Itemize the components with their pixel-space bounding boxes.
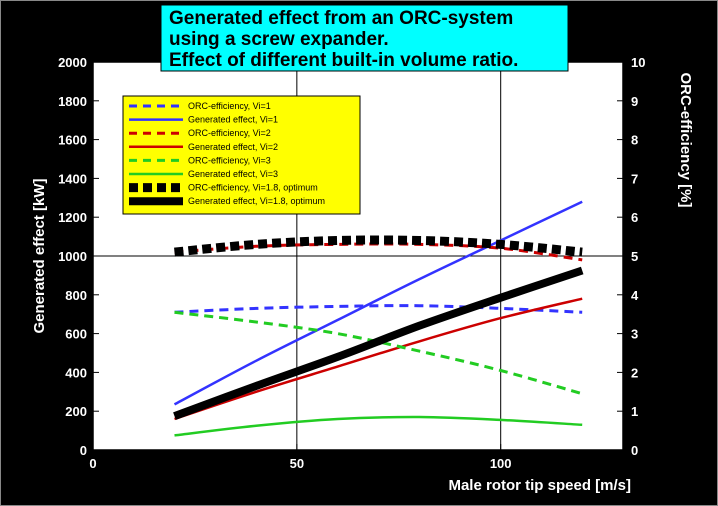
y2-tick-label-1: 1 [631, 404, 638, 419]
y2-tick-label-8: 8 [631, 133, 638, 148]
y2-tick-label-3: 3 [631, 327, 638, 342]
y-tick-label-6: 1200 [58, 210, 87, 225]
y-tick-label-10: 2000 [58, 55, 87, 70]
title-line-2: using a screw expander. [169, 29, 389, 50]
series-line-0 [174, 304, 583, 314]
series-line-7 [173, 266, 584, 420]
y-tick-label-3: 600 [65, 327, 87, 342]
y-tick-label-8: 1600 [58, 133, 87, 148]
y-tick-label-9: 1800 [58, 94, 87, 109]
y2-tick-label-9: 9 [631, 94, 638, 109]
y-axis-label: Generated effect [kW] [31, 178, 48, 333]
y2-axis-label: ORC-efficiency [%] [677, 72, 694, 207]
y2-tick-label-0: 0 [631, 443, 638, 458]
legend-label-0: ORC-efficiency, Vi=1 [188, 101, 271, 111]
y-tick-label-4: 800 [65, 288, 87, 303]
title-line-3: Effect of different built-in volume rati… [169, 50, 518, 71]
legend: ORC-efficiency, Vi=1 Generated effect, Vi… [122, 95, 361, 215]
y2-tick-label-2: 2 [631, 365, 638, 380]
x-tick-label-0: 0 [89, 456, 96, 471]
series-line-3 [174, 297, 583, 421]
legend-label-3: Generated effect, Vi=2 [188, 142, 278, 152]
y2-tick-label-4: 4 [631, 288, 639, 303]
title-box: Generated effect from an ORC-system usin… [160, 4, 569, 72]
y-tick-label-7: 1400 [58, 171, 87, 186]
series-line-5 [174, 415, 583, 437]
y-tick-label-2: 400 [65, 365, 87, 380]
y-tick-label-0: 0 [80, 443, 87, 458]
legend-background [122, 95, 361, 215]
legend-label-6: ORC-efficiency, Vi=1.8, optimum [188, 183, 318, 193]
legend-label-1: Generated effect, Vi=1 [188, 115, 278, 125]
legend-label-7: Generated effect, Vi=1.8, optimum [188, 196, 325, 206]
title-line-1: Generated effect from an ORC-system [169, 8, 513, 29]
series-line-2 [174, 242, 583, 262]
x-axis-label: Male rotor tip speed [m/s] [448, 477, 631, 494]
y2-tick-label-7: 7 [631, 171, 638, 186]
series-line-1 [173, 200, 583, 406]
y-tick-label-1: 200 [65, 404, 87, 419]
y2-tick-label-6: 6 [631, 210, 638, 225]
x-tick-label-1: 50 [290, 456, 304, 471]
legend-label-4: ORC-efficiency, Vi=3 [188, 155, 271, 165]
y2-tick-label-10: 10 [631, 55, 645, 70]
legend-label-5: Generated effect, Vi=3 [188, 169, 278, 179]
series-lines [173, 200, 584, 437]
y2-tick-label-5: 5 [631, 249, 638, 264]
right-axis-ticks: 0 1 2 3 4 5 6 7 8 9 10 [617, 55, 645, 458]
x-tick-label-2: 100 [490, 456, 512, 471]
left-axis-ticks: 0 200 400 600 800 1000 1200 1400 1600 1800 2000 [58, 55, 99, 458]
title-background [160, 4, 569, 72]
series-line-6 [174, 235, 583, 257]
y-tick-label-5: 1000 [58, 249, 87, 264]
legend-label-2: ORC-efficiency, Vi=2 [188, 128, 271, 138]
bottom-axis-ticks: 0 50 100 [89, 444, 512, 471]
